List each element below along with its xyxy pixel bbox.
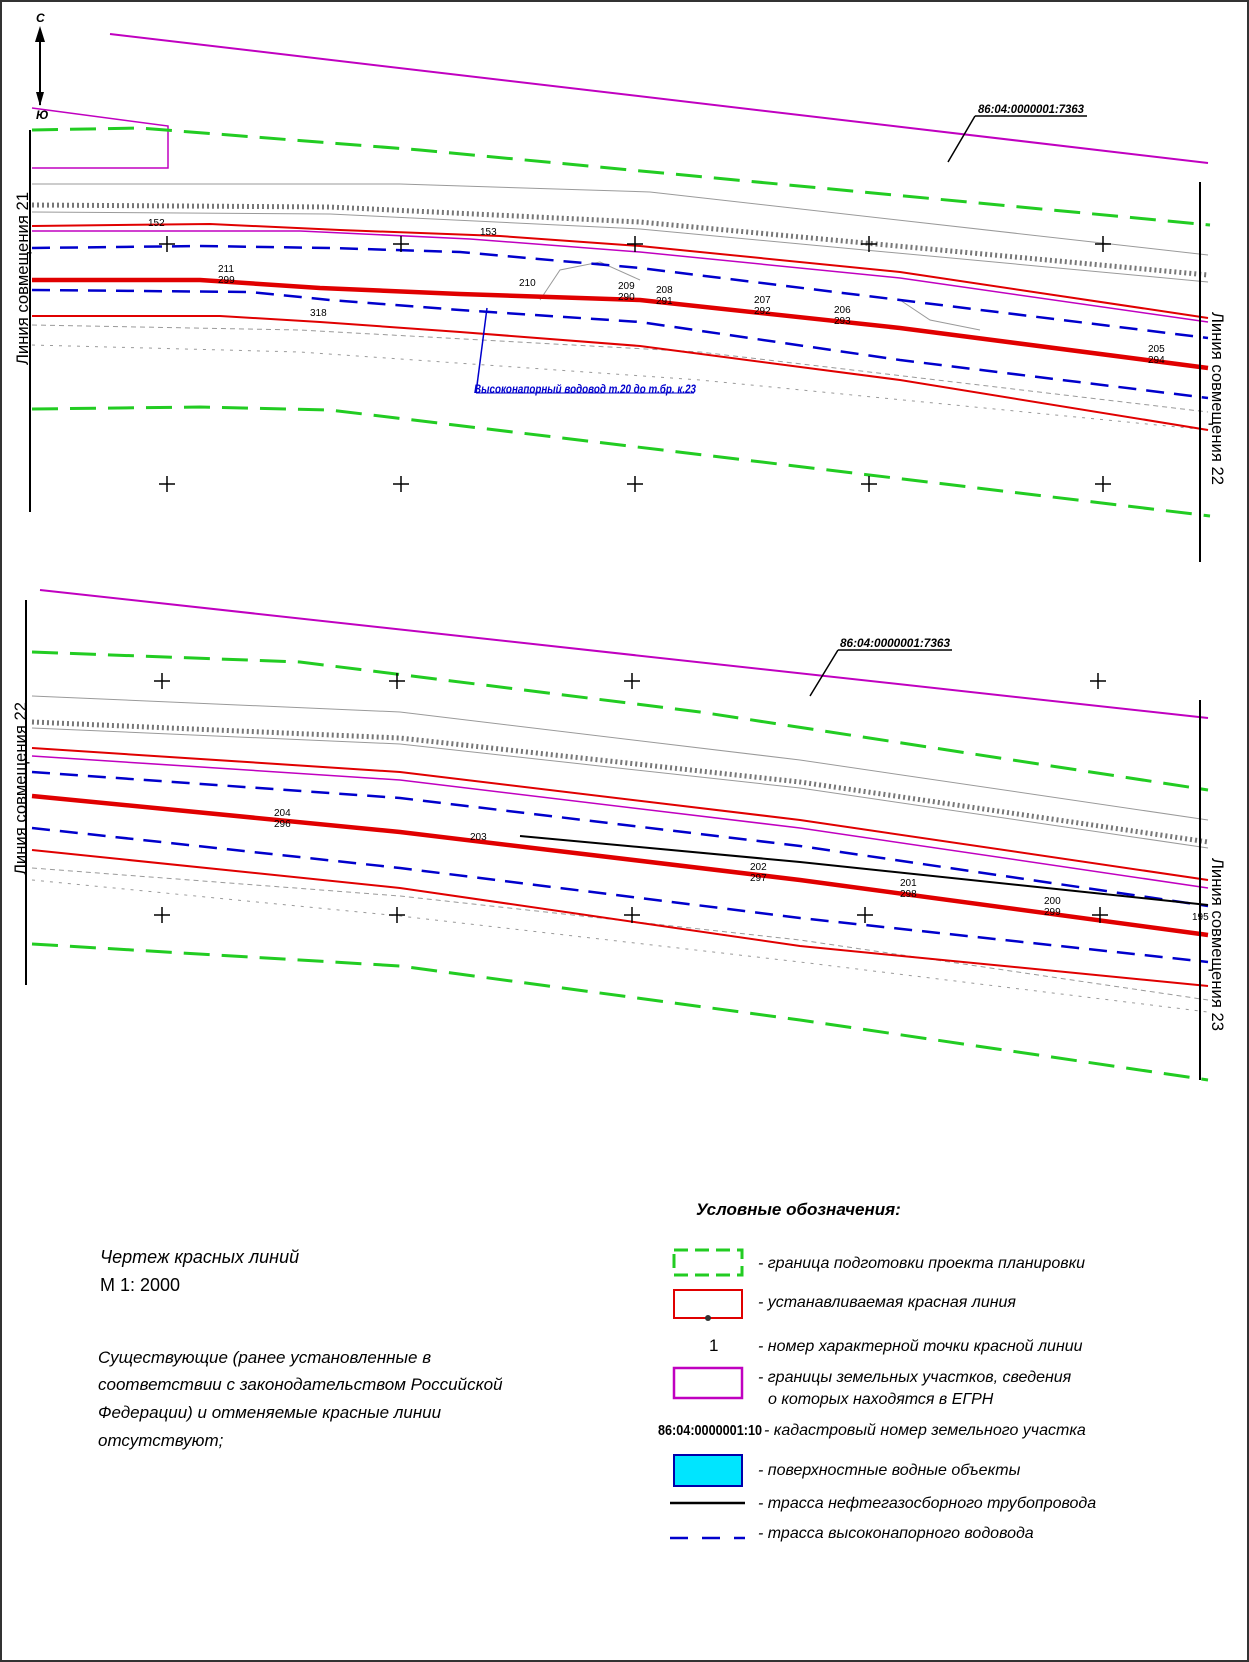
drawing-title-block: Чертеж красных линий М 1: 2000 Существую… bbox=[98, 1247, 503, 1450]
point-number: 299 bbox=[1044, 907, 1061, 918]
legend-item-label: - границы земельных участков, сведения bbox=[758, 1369, 1072, 1386]
water-pipeline-line bbox=[31, 288, 1209, 400]
match-line-label-right: Линия совмещения 23 bbox=[1208, 858, 1227, 1031]
point-number: 290 bbox=[618, 292, 635, 303]
legend-item-label: - трасса нефтегазосборного трубопровода bbox=[758, 1495, 1096, 1512]
cadastral-number-label: 86:04:0000001:7363 bbox=[840, 636, 950, 650]
point-number: 298 bbox=[900, 889, 917, 900]
point-number: 202 bbox=[750, 862, 767, 873]
north-label: С bbox=[36, 11, 45, 25]
legend-symbol-parcel-boundary bbox=[672, 1366, 744, 1400]
legend-symbol-water-body bbox=[673, 1454, 743, 1487]
point-number: 209 bbox=[618, 281, 635, 292]
point-number: 208 bbox=[656, 285, 673, 296]
drawing-note-line-3: Федерации) и отменяемые красные линии bbox=[98, 1403, 442, 1422]
water-pipeline-label: Высоконапорный водовод т.20 до т.бр. к.2… bbox=[474, 382, 696, 396]
red-line-point-numbers: 152 153 211 210 209 208 207 206 205 318 … bbox=[148, 218, 1165, 366]
project-boundary-line bbox=[31, 405, 1211, 518]
point-number: 211 bbox=[218, 264, 234, 275]
drawing-scale: М 1: 2000 bbox=[100, 1275, 180, 1295]
legend-item-label-line-2: о которых находятся в ЕГРН bbox=[768, 1391, 994, 1408]
legend-item-label: - устанавливаемая красная линия bbox=[758, 1294, 1016, 1311]
water-pipeline-line bbox=[31, 244, 1209, 340]
match-line-label-right: Линия совмещения 22 bbox=[1208, 312, 1227, 485]
point-number: 299 bbox=[218, 275, 235, 286]
point-number: 204 bbox=[274, 808, 291, 819]
north-arrow-icon: С Ю bbox=[35, 11, 49, 122]
parcel-boundary-line bbox=[31, 755, 1209, 889]
parcel-boundary-line bbox=[32, 230, 1209, 323]
oil-gas-pipeline-line bbox=[519, 835, 1209, 906]
legend-item-label: - номер характерной точки красной линии bbox=[758, 1338, 1083, 1355]
legend-symbol-red-line bbox=[673, 1289, 743, 1319]
point-number: 291 bbox=[656, 296, 673, 307]
project-boundary-line bbox=[31, 126, 1211, 227]
project-boundary-line bbox=[31, 650, 1209, 792]
grid-cross-marks bbox=[154, 673, 1108, 923]
drawing-note-line-4: отсутствуют; bbox=[98, 1431, 224, 1450]
legend-symbol-point-number: 1 bbox=[709, 1336, 718, 1355]
point-number: 207 bbox=[754, 295, 771, 306]
point-number: 152 bbox=[148, 218, 165, 229]
match-line-label-left: Линия совмещения 22 bbox=[11, 702, 30, 875]
red-line-point-numbers: 204 203 202 201 200 195 296 297 298 299 bbox=[274, 808, 1209, 923]
drawing-note-line-2: соответствии с законодательством Российс… bbox=[98, 1375, 503, 1394]
point-number: 210 bbox=[519, 278, 536, 289]
map-sheet-1: 152 153 211 210 209 208 207 206 205 318 … bbox=[13, 33, 1227, 562]
red-line bbox=[32, 277, 1209, 371]
red-line bbox=[31, 793, 1209, 938]
topographic-survey-band bbox=[31, 183, 1209, 431]
point-number: 200 bbox=[1044, 896, 1061, 907]
map-sheet-2: 204 203 202 201 200 195 296 297 298 299 … bbox=[11, 589, 1227, 1082]
water-pipeline-line bbox=[31, 826, 1209, 964]
point-number: 206 bbox=[834, 305, 851, 316]
water-pipeline-line bbox=[31, 770, 1209, 908]
drawing-title: Чертеж красных линий bbox=[100, 1247, 299, 1267]
grid-cross-marks bbox=[159, 236, 1111, 492]
red-line bbox=[31, 222, 1209, 319]
point-number: 203 bbox=[470, 832, 487, 843]
legend: Условные обозначения: - граница подготов… bbox=[658, 1200, 1096, 1542]
legend-item-label: - граница подготовки проекта планировки bbox=[758, 1255, 1085, 1272]
point-number: 297 bbox=[750, 873, 767, 884]
point-number: 153 bbox=[480, 227, 497, 238]
cadastral-number-label: 86:04:0000001:7363 bbox=[978, 102, 1084, 116]
legend-symbol-project-boundary bbox=[672, 1248, 744, 1277]
legend-item-label: - поверхностные водные объекты bbox=[758, 1462, 1021, 1479]
red-line bbox=[31, 747, 1209, 881]
point-number: 296 bbox=[274, 819, 291, 830]
red-line bbox=[31, 849, 1209, 987]
point-number: 205 bbox=[1148, 344, 1165, 355]
legend-item-label: - трасса высоконапорного водовода bbox=[758, 1525, 1034, 1542]
drawing-note-line-1: Существующие (ранее установленные в bbox=[98, 1348, 431, 1367]
point-number: 294 bbox=[1148, 355, 1165, 366]
parcel-boundary-line bbox=[39, 589, 1209, 719]
legend-symbol-cadastral-number: 86:04:0000001:10 bbox=[658, 1422, 762, 1439]
legend-item-label: - кадастровый номер земельного участка bbox=[764, 1422, 1086, 1439]
point-number: 293 bbox=[834, 316, 851, 327]
south-label: Ю bbox=[36, 108, 49, 122]
match-line-label-left: Линия совмещения 21 bbox=[13, 192, 32, 365]
project-boundary-line bbox=[31, 942, 1209, 1082]
red-line bbox=[32, 315, 1209, 431]
legend-title: Условные обозначения: bbox=[696, 1200, 901, 1219]
parcel-boundary-line bbox=[109, 33, 1209, 164]
point-number: 201 bbox=[900, 878, 917, 889]
point-number: 318 bbox=[310, 308, 327, 319]
parcel-boundary-line bbox=[31, 107, 169, 169]
point-number: 292 bbox=[754, 306, 771, 317]
